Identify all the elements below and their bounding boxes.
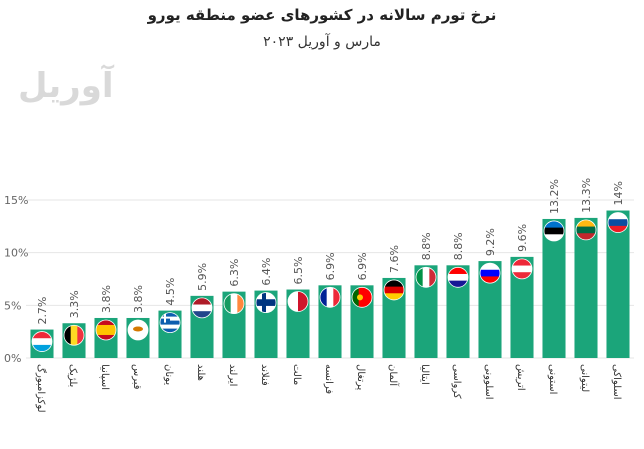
value-label: 7.6% — [388, 245, 401, 273]
slovenia-flag-icon — [480, 263, 500, 284]
category-label: ایرلند — [227, 364, 238, 386]
italy-flag-icon — [416, 267, 436, 288]
value-label: 9.6% — [516, 224, 529, 252]
bar-17 — [574, 217, 598, 358]
value-label: 6.5% — [292, 257, 305, 285]
estonia-flag-icon — [544, 220, 564, 241]
category-label: اسپانیا — [99, 364, 110, 390]
value-label: 14% — [612, 181, 625, 205]
portugal-flag-icon — [352, 287, 372, 308]
value-label: 3.8% — [132, 285, 145, 313]
germany-flag-icon — [384, 279, 404, 300]
value-label: 6.3% — [228, 259, 241, 287]
bar-18 — [606, 210, 630, 358]
category-label: لیتوانی — [579, 364, 590, 392]
category-label: آلمان — [387, 364, 400, 387]
watermark-text: آوریل — [18, 66, 114, 106]
bars — [30, 210, 630, 358]
chart-title: نرخ تورم سالانه در کشورهای عضو منطقه یور… — [147, 6, 497, 24]
y-axis-ticks: 0% 5% 10% 15% — [4, 194, 28, 365]
category-label: یونان — [163, 364, 174, 385]
bar-13 — [446, 265, 470, 358]
category-label: فرانسه — [323, 364, 334, 394]
malta-flag-icon — [288, 291, 308, 312]
value-label: 8.8% — [452, 232, 465, 260]
value-label: 9.2% — [484, 228, 497, 256]
y-tick-label: 5% — [4, 299, 21, 312]
category-label: اسلوونی — [483, 364, 494, 400]
value-label: 13.3% — [580, 178, 593, 213]
category-label: بلژیک — [67, 364, 78, 387]
y-tick-label: 10% — [4, 247, 28, 260]
value-label: 2.7% — [36, 297, 49, 325]
netherlands-flag-icon — [192, 297, 212, 318]
belgium-flag-icon — [64, 325, 84, 346]
greece-flag-icon — [160, 312, 180, 333]
category-labels: لوکزامبورگ بلژیک اسپانیا قبرس یونان هلند ایرلن… — [35, 364, 622, 413]
flags — [31, 212, 629, 352]
value-label: 6.9% — [356, 252, 369, 280]
value-label: 13.2% — [548, 179, 561, 214]
category-label: استونی — [547, 364, 558, 394]
category-label: اسلواکی — [611, 364, 622, 400]
bar-12 — [414, 265, 438, 358]
value-label: 4.5% — [164, 278, 177, 306]
bar-14 — [478, 261, 502, 358]
category-label: ایتالیا — [419, 364, 430, 385]
value-label: 5.9% — [196, 263, 209, 291]
y-tick-label: 15% — [4, 194, 28, 207]
slovakia-flag-icon — [608, 212, 628, 233]
category-label: کرواسی — [451, 364, 462, 399]
value-label: 3.3% — [68, 290, 81, 318]
y-tick-label: 0% — [4, 352, 21, 365]
category-label: پرتغال — [355, 364, 366, 390]
spain-flag-icon — [96, 319, 116, 340]
value-label: 8.8% — [420, 232, 433, 260]
ireland-flag-icon — [224, 293, 244, 314]
france-flag-icon — [320, 287, 340, 308]
cyprus-flag-icon — [128, 319, 148, 340]
category-label: لوکزامبورگ — [35, 364, 48, 413]
lithuania-flag-icon — [576, 219, 596, 240]
value-labels: 2.7% 3.3% 3.8% 3.8% 4.5% 5.9% 6.3% 6.4% 6.5% 6.9%… — [36, 178, 625, 325]
value-label: 6.4% — [260, 258, 273, 286]
category-label: قبرس — [131, 364, 142, 390]
value-label: 6.9% — [324, 252, 337, 280]
austria-flag-icon — [512, 258, 532, 279]
chart-subtitle: مارس و آوریل ۲۰۲۳ — [263, 34, 381, 50]
finland-flag-icon — [256, 292, 276, 313]
category-label: فنلاند — [259, 364, 270, 386]
bar-16 — [542, 218, 566, 358]
value-label: 3.8% — [100, 285, 113, 313]
category-label: هلند — [195, 364, 206, 381]
category-label: اتریش — [515, 364, 526, 391]
bar-15 — [510, 256, 534, 358]
category-label: مالت — [291, 364, 302, 385]
luxembourg-flag-icon — [32, 331, 52, 352]
croatia-flag-icon — [448, 267, 468, 288]
